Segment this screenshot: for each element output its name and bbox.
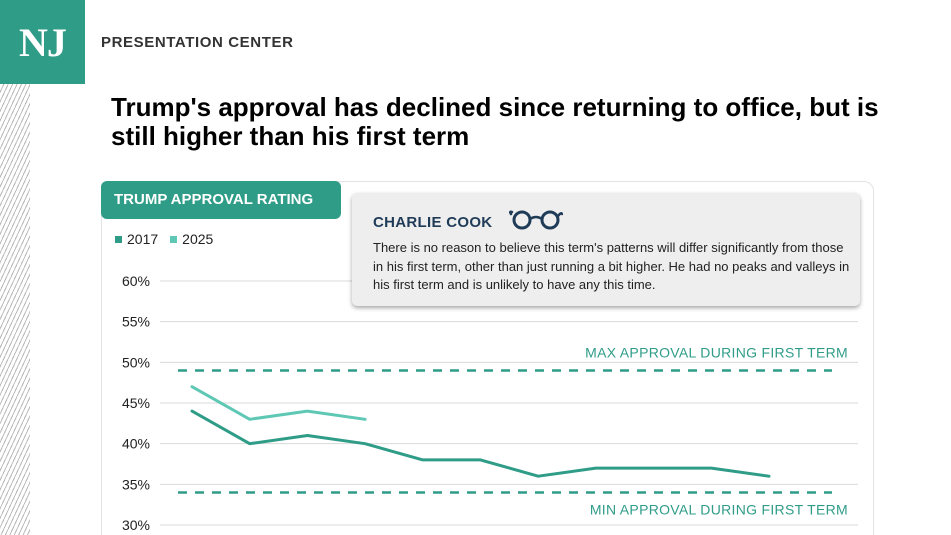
y-tick-label: 35% (122, 476, 150, 492)
y-tick-label: 40% (122, 436, 150, 452)
quote-callout (352, 193, 860, 306)
callout-author: CHARLIE COOK (373, 214, 493, 231)
legend-item-2017: 2017 (115, 231, 158, 247)
legend-swatch-2025 (170, 235, 178, 243)
decorative-hatch (0, 84, 30, 535)
logo-text: NJ (19, 19, 67, 65)
nj-logo: NJ (0, 0, 85, 84)
page-title: Trump's approval has declined since retu… (111, 92, 879, 151)
legend-label-2025: 2025 (182, 231, 214, 247)
y-tick-label: 50% (122, 354, 150, 370)
y-tick-label: 60% (122, 273, 150, 289)
callout-quote-text: There is no reason to believe this term'… (373, 240, 850, 292)
reference-line-label: MIN APPROVAL DURING FIRST TERM (590, 501, 848, 517)
chart-legend: 2017 2025 (115, 231, 213, 247)
legend-item-2025: 2025 (170, 231, 213, 247)
series-line-2017 (190, 409, 771, 478)
legend-label-2017: 2017 (127, 231, 159, 247)
reference-line-label: MAX APPROVAL DURING FIRST TERM (585, 344, 848, 360)
glasses-icon (509, 210, 563, 230)
chart-tab: TRUMP APPROVAL RATING (101, 181, 341, 219)
brand-label: PRESENTATION CENTER (101, 34, 294, 51)
y-tick-label: 45% (122, 395, 150, 411)
y-tick-label: 55% (122, 314, 150, 330)
series-line-2025 (190, 385, 367, 421)
y-tick-label: 30% (122, 517, 150, 533)
legend-swatch-2017 (115, 235, 122, 243)
